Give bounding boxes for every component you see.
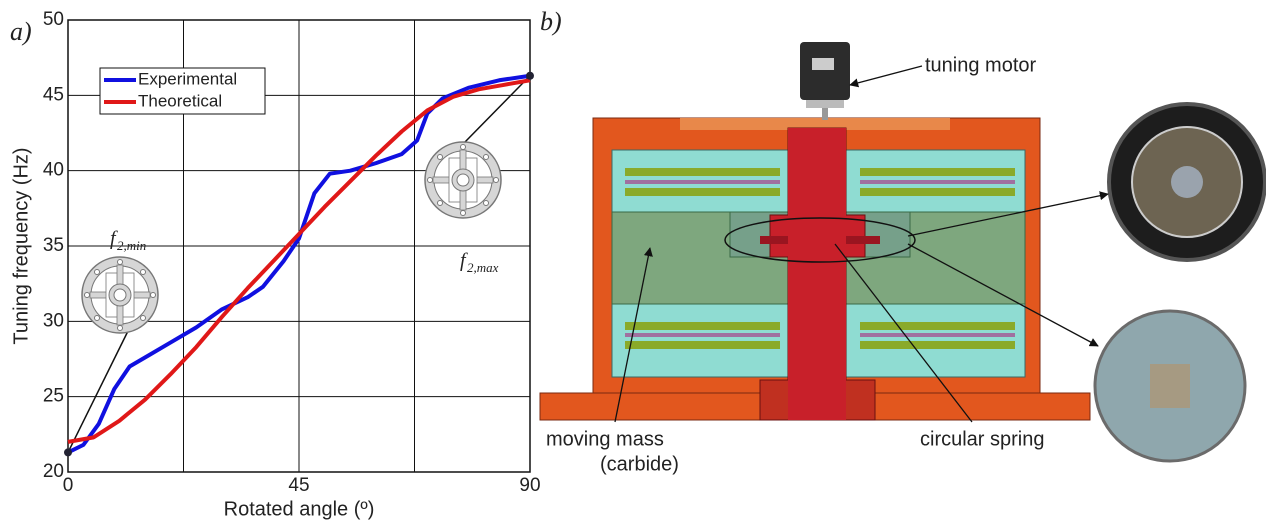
data-line bbox=[67, 78, 531, 444]
y-tick-label: 30 bbox=[43, 310, 64, 331]
leader-line bbox=[67, 330, 129, 453]
x-axis-label: Rotated angle (º) bbox=[224, 498, 375, 520]
label: tuning motor bbox=[925, 54, 1037, 76]
panel-label: b) bbox=[540, 7, 562, 36]
y-tick-label: 35 bbox=[43, 235, 64, 256]
annotation-subscript: 2,min bbox=[117, 238, 146, 253]
label: moving mass bbox=[546, 428, 664, 450]
spring-icon bbox=[424, 141, 502, 219]
end-point bbox=[526, 71, 534, 80]
label: (carbide) bbox=[600, 453, 679, 475]
leader-lines bbox=[614, 65, 1109, 423]
annotation: f bbox=[110, 228, 118, 250]
y-tick-label: 50 bbox=[43, 9, 64, 30]
spring-icon bbox=[81, 256, 159, 334]
panel-label: a) bbox=[10, 17, 32, 46]
annotation: f bbox=[460, 250, 468, 272]
x-tick-label: 0 bbox=[63, 475, 74, 496]
annotation-subscript: 2,max bbox=[467, 260, 499, 275]
plot: 20 25 30 35 40 45 50 0 45 90 Rotated angle (º) Tuni… bbox=[10, 9, 540, 520]
x-tick-label: 45 bbox=[288, 475, 309, 496]
photo-detail bbox=[1171, 166, 1203, 198]
y-tick-label: 40 bbox=[43, 160, 64, 181]
tuning-motor bbox=[800, 42, 850, 120]
legend-label: Experimental bbox=[138, 69, 237, 88]
y-tick-label: 20 bbox=[43, 461, 64, 482]
y-tick-label: 45 bbox=[43, 84, 64, 105]
y-axis-label: Tuning frequency (Hz) bbox=[10, 147, 32, 344]
legend-label: Theoretical bbox=[138, 91, 222, 110]
end-point bbox=[64, 448, 72, 457]
x-tick-label: 90 bbox=[519, 475, 540, 496]
label: circular spring bbox=[920, 428, 1044, 450]
cross-section bbox=[539, 117, 1091, 421]
legend-box bbox=[99, 67, 266, 115]
photo-detail bbox=[1150, 364, 1190, 408]
y-tick-label: 25 bbox=[43, 386, 64, 407]
spring-highlight bbox=[724, 217, 916, 263]
leader-line bbox=[464, 75, 531, 143]
